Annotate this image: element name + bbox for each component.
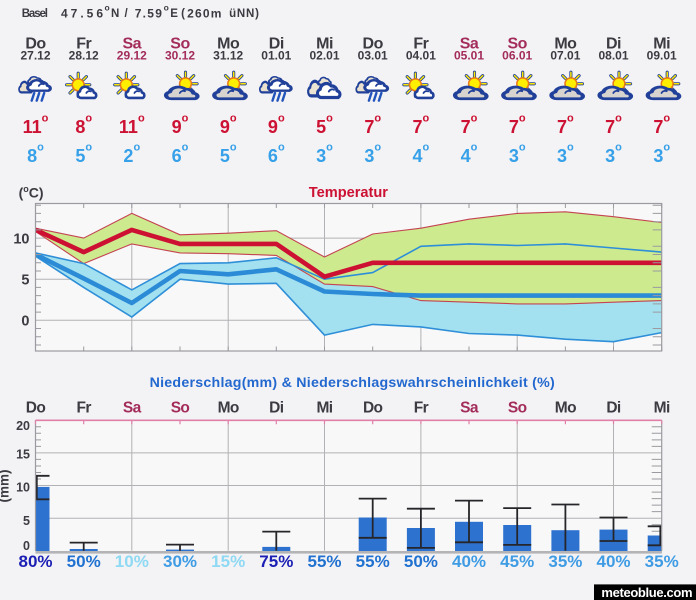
svg-text:28.12: 28.12 xyxy=(69,49,99,63)
svg-text:40%: 40% xyxy=(596,552,630,571)
svg-text:5: 5 xyxy=(23,514,30,528)
svg-text:15: 15 xyxy=(16,448,30,462)
svg-text:N /: N / xyxy=(111,8,129,20)
svg-text:Mi: Mi xyxy=(654,400,670,417)
svg-text:35%: 35% xyxy=(645,552,679,571)
svg-text:Mo: Mo xyxy=(218,400,239,417)
svg-text:So: So xyxy=(170,36,190,53)
svg-text:Sa: Sa xyxy=(123,36,142,53)
svg-text:03.01: 03.01 xyxy=(358,49,388,63)
svg-text:06.01: 06.01 xyxy=(502,49,532,63)
svg-text:E (: E ( xyxy=(170,8,185,20)
svg-text:Mi: Mi xyxy=(653,36,670,53)
svg-text:5: 5 xyxy=(21,272,29,288)
svg-text:45%: 45% xyxy=(500,552,534,571)
svg-text:Sa: Sa xyxy=(460,400,479,417)
svg-text:Fr: Fr xyxy=(76,36,91,53)
svg-text:Mo: Mo xyxy=(555,400,576,417)
svg-text:50%: 50% xyxy=(67,552,101,571)
svg-text:Niederschlag(mm) & Niederschla: Niederschlag(mm) & Niederschlagswahrsche… xyxy=(150,375,555,391)
svg-text:So: So xyxy=(171,400,190,417)
svg-text:Do: Do xyxy=(26,400,46,417)
svg-text:Fr: Fr xyxy=(77,400,92,417)
svg-text:o: o xyxy=(164,3,169,13)
svg-text:Basel: Basel xyxy=(22,8,48,20)
svg-text:Do: Do xyxy=(363,400,383,417)
svg-text:260m: 260m xyxy=(187,7,223,21)
svg-text:27.12: 27.12 xyxy=(20,49,50,63)
svg-text:05.01: 05.01 xyxy=(454,49,484,63)
svg-text:So: So xyxy=(507,36,527,53)
svg-text:Do: Do xyxy=(363,36,384,53)
svg-text:So: So xyxy=(508,400,527,417)
svg-text:Fr: Fr xyxy=(413,36,428,53)
svg-text:Mi: Mi xyxy=(316,400,332,417)
svg-text:Sa: Sa xyxy=(123,400,142,417)
svg-text:01.01: 01.01 xyxy=(261,49,291,63)
svg-text:08.01: 08.01 xyxy=(598,49,628,63)
svg-text:10: 10 xyxy=(16,481,30,495)
svg-text:07.01: 07.01 xyxy=(550,49,580,63)
svg-text:(mm): (mm) xyxy=(0,470,12,503)
svg-text:02.01: 02.01 xyxy=(309,49,339,63)
svg-text:7.59: 7.59 xyxy=(135,7,164,21)
svg-text:meteoblue.com: meteoblue.com xyxy=(601,585,692,600)
svg-text:Mo: Mo xyxy=(554,36,577,53)
svg-text:Di: Di xyxy=(269,36,284,53)
svg-text:Sa: Sa xyxy=(460,36,479,53)
svg-text:30.12: 30.12 xyxy=(165,49,195,63)
svg-text:Mo: Mo xyxy=(217,36,240,53)
svg-text:09.01: 09.01 xyxy=(647,49,677,63)
svg-text:Di: Di xyxy=(606,400,621,417)
svg-text:(oC): (oC) xyxy=(19,184,44,201)
svg-text:04.01: 04.01 xyxy=(406,49,436,63)
svg-text:Di: Di xyxy=(606,36,621,53)
svg-text:40%: 40% xyxy=(452,552,486,571)
svg-text:47.56: 47.56 xyxy=(61,7,106,21)
svg-text:0: 0 xyxy=(23,539,30,553)
svg-text:Mi: Mi xyxy=(316,36,333,53)
svg-text:35%: 35% xyxy=(548,552,582,571)
svg-text:80%: 80% xyxy=(18,552,52,571)
svg-text:10: 10 xyxy=(13,231,29,247)
svg-text:20: 20 xyxy=(16,419,30,433)
svg-text:15%: 15% xyxy=(211,552,245,571)
svg-text:50%: 50% xyxy=(404,552,438,571)
svg-text:Do: Do xyxy=(25,36,46,53)
svg-text:Fr: Fr xyxy=(414,400,429,417)
svg-text:0: 0 xyxy=(21,314,29,330)
svg-text:29.12: 29.12 xyxy=(117,49,147,63)
svg-text:10%: 10% xyxy=(115,552,149,571)
svg-text:o: o xyxy=(105,3,110,13)
svg-text:üNN): üNN) xyxy=(229,8,260,20)
svg-text:75%: 75% xyxy=(259,552,293,571)
svg-text:55%: 55% xyxy=(307,552,341,571)
svg-text:31.12: 31.12 xyxy=(213,49,243,63)
svg-text:30%: 30% xyxy=(163,552,197,571)
svg-text:Di: Di xyxy=(269,400,284,417)
svg-text:Temperatur: Temperatur xyxy=(309,185,389,201)
svg-text:55%: 55% xyxy=(356,552,390,571)
